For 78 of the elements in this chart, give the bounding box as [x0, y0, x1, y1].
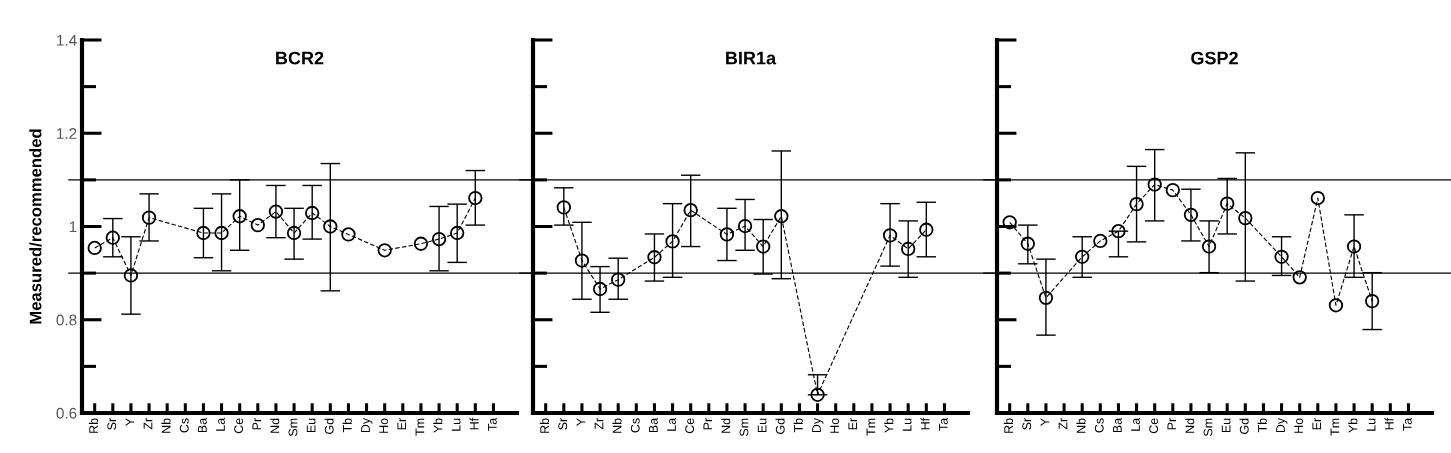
x-tick-label: Y: [125, 418, 135, 426]
x-tick-label: Ho: [379, 418, 389, 433]
x-tick-label: Dy: [812, 417, 824, 433]
x-tick-label: Pr: [252, 418, 262, 430]
x-tick-label: Nd: [270, 418, 280, 433]
x-tick-label: Zr: [1058, 418, 1068, 430]
x-tick-label: Dy: [361, 417, 373, 433]
y-tick-label: 1.4: [57, 35, 77, 46]
x-tick-label: Rb: [1003, 418, 1014, 433]
x-tick-label: Er: [848, 418, 858, 430]
y-tick-label: 0.6: [56, 407, 77, 419]
x-tick-label: Pr: [703, 418, 713, 430]
x-tick-label: Nd: [1185, 418, 1195, 433]
x-tick-label: Ba: [649, 417, 658, 433]
x-tick-label: Gd: [324, 418, 334, 434]
x-tick-label: Eu: [757, 418, 767, 433]
x-tick-label: Eu: [1221, 418, 1231, 433]
x-tick-label: Nb: [612, 418, 622, 433]
x-tick-label: Cs: [1094, 418, 1104, 433]
x-tick-label: Gd: [1239, 418, 1249, 434]
x-tick-label: Yb: [884, 418, 894, 433]
y-axis-title: Measured/recommended: [29, 129, 42, 324]
x-tick-label: Ho: [1294, 418, 1304, 433]
chart-title: GSP2: [1191, 51, 1238, 65]
x-tick-label: La: [1131, 417, 1140, 431]
x-tick-label: Yb: [1348, 418, 1358, 433]
x-tick-label: Tm: [1330, 418, 1340, 436]
x-tick-label: Ta: [488, 417, 497, 431]
x-tick-label: Tb: [1257, 418, 1267, 433]
x-tick-label: Rb: [88, 418, 99, 433]
x-tick-label: Pr: [1167, 418, 1177, 430]
x-tick-label: Ho: [830, 418, 840, 433]
text: BIR1a: [726, 51, 777, 65]
x-tick-label: Sm: [288, 418, 298, 437]
chart-title: BCR2: [276, 51, 324, 65]
x-tick-label: La: [216, 417, 225, 431]
x-tick-label: Ba: [1113, 417, 1122, 433]
x-tick-label: Sm: [739, 418, 749, 437]
x-tick-label: Tm: [866, 418, 876, 436]
x-tick-label: Ce: [234, 418, 244, 434]
x-tick-label: Lu: [1366, 418, 1376, 431]
x-tick-label: Ba: [198, 417, 207, 433]
x-tick-label: Zr: [594, 418, 604, 430]
x-tick-label: La: [667, 417, 676, 431]
x-tick-label: Sm: [1203, 418, 1213, 437]
x-tick-label: Cs: [630, 418, 640, 433]
x-tick-label: Hf: [1384, 417, 1394, 430]
x-tick-label: Er: [1312, 418, 1322, 430]
x-tick-label: Ta: [939, 417, 948, 431]
x-tick-label: Sr: [1022, 418, 1032, 430]
x-tick-label: Gd: [775, 418, 785, 434]
x-tick-label: Sr: [107, 418, 117, 430]
x-tick-label: Lu: [451, 418, 461, 431]
x-tick-label: Lu: [902, 418, 912, 431]
x-tick-label: Dy: [1276, 417, 1288, 433]
x-tick-label: Ce: [1149, 418, 1159, 434]
x-tick-label: Nb: [161, 418, 171, 433]
x-tick-label: Er: [397, 418, 407, 430]
x-tick-label: Sr: [558, 418, 568, 430]
x-tick-label: Hf: [920, 417, 930, 430]
x-tick-label: Zr: [143, 418, 153, 430]
x-tick-label: Tb: [342, 418, 352, 433]
x-tick-label: Y: [1040, 418, 1050, 426]
x-tick-label: Nd: [721, 418, 731, 433]
x-tick-label: Ta: [1403, 417, 1412, 431]
x-tick-label: Y: [576, 418, 586, 426]
x-tick-label: Rb: [539, 418, 550, 433]
x-tick-label: Yb: [433, 418, 443, 433]
x-tick-label: Tm: [415, 418, 425, 436]
x-tick-label: Nb: [1076, 418, 1086, 433]
y-tick-label: 1.2: [57, 128, 77, 139]
x-tick-label: Ce: [685, 418, 695, 434]
x-tick-label: Tb: [793, 418, 803, 433]
y-tick-label: 0.8: [56, 314, 77, 326]
y-tick-label: 1: [69, 221, 77, 233]
x-tick-label: Eu: [306, 418, 316, 433]
x-tick-label: Cs: [179, 418, 189, 433]
x-tick-label: Hf: [469, 417, 479, 430]
